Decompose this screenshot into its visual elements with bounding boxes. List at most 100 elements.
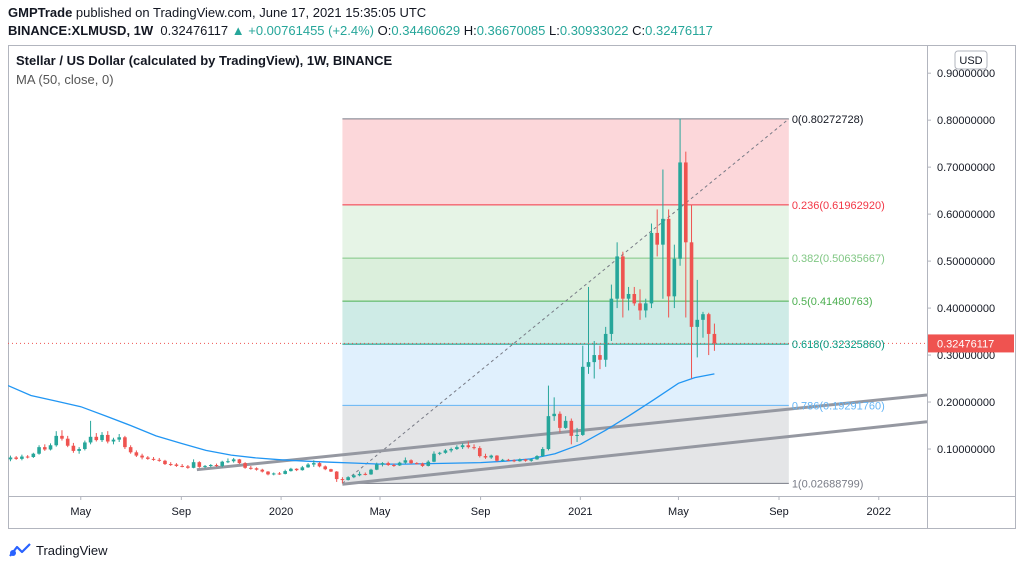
fib-level-label: 0.5(0.41480763): [792, 296, 873, 308]
candle-body: [472, 447, 476, 449]
candle-body: [449, 449, 453, 451]
time-tick-label: Sep: [172, 506, 192, 518]
candle-body: [128, 447, 133, 453]
candle: [386, 461, 390, 466]
candle: [363, 472, 368, 476]
candle: [208, 464, 213, 468]
symbol-line: BINANCE:XLMUSD, 1W 0.32476117 ▲ +0.00761…: [8, 23, 713, 38]
chart-frame: [8, 45, 1016, 529]
publisher-name[interactable]: GMPTrade: [8, 5, 73, 20]
candle: [294, 468, 299, 472]
candle: [54, 431, 59, 447]
candle-body: [254, 468, 259, 470]
candle: [638, 289, 642, 320]
candle: [243, 462, 247, 469]
tradingview-footer[interactable]: TradingView: [8, 540, 108, 560]
low-label: L:: [549, 23, 560, 38]
price-tick-label: 0.40000000: [937, 303, 995, 315]
candle-body: [289, 468, 293, 472]
candle-body: [695, 319, 700, 327]
candle: [626, 286, 631, 311]
candle: [615, 242, 619, 309]
candle: [100, 432, 104, 442]
candle-body: [638, 303, 642, 311]
candle: [260, 468, 265, 473]
price-chart[interactable]: 0(0.80272728) 0.236(0.61962920) 0.382(0.50…: [8, 45, 1016, 529]
candle: [523, 458, 528, 462]
candle-body: [220, 461, 225, 466]
time-tick-label: Sep: [769, 506, 789, 518]
candle-body: [123, 437, 127, 448]
candle-body: [684, 162, 688, 243]
candle: [346, 476, 350, 481]
price-tick-label: 0.50000000: [937, 256, 995, 268]
currency-button[interactable]: USD: [954, 50, 988, 70]
candle-body: [134, 452, 139, 456]
candle-body: [357, 473, 362, 476]
candle: [25, 455, 30, 459]
fib-trend-line: [342, 118, 790, 484]
candle: [380, 462, 385, 467]
high-label: H:: [463, 23, 477, 38]
plot-area: [8, 118, 927, 486]
candle-body: [168, 464, 173, 466]
candle-body: [214, 464, 219, 466]
candle: [168, 462, 173, 466]
candle-body: [260, 469, 265, 472]
candle-body: [558, 413, 562, 428]
trend-line: [342, 420, 927, 486]
candle-body: [243, 463, 247, 468]
candle: [323, 465, 328, 471]
candle: [535, 455, 539, 460]
candle: [666, 209, 671, 318]
ma-indicator-legend: MA (50, close, 0): [16, 72, 114, 87]
candle: [678, 118, 682, 266]
candle-body: [569, 420, 574, 436]
candle-body: [363, 473, 368, 475]
candle: [8, 455, 13, 462]
fib-level-label: 0.236(0.61962920): [792, 200, 885, 212]
price-tick-label: 0.60000000: [937, 209, 995, 221]
candle-body: [712, 333, 717, 344]
candle-body: [706, 314, 711, 334]
candle: [415, 462, 419, 465]
time-tick-label: Sep: [471, 506, 491, 518]
close-value: 0.32476117: [645, 23, 713, 38]
candle-body: [300, 467, 305, 471]
candle: [277, 472, 282, 475]
candle: [283, 469, 287, 475]
candle: [598, 345, 602, 370]
candle: [580, 345, 585, 436]
candle-body: [111, 439, 116, 442]
candle: [203, 464, 207, 469]
published-info: published on TradingView.com, June 17, 2…: [72, 5, 427, 20]
candle: [621, 251, 625, 318]
candle-body: [540, 449, 545, 457]
candle-body: [506, 459, 511, 461]
candle-body: [94, 436, 99, 441]
fib-zone: [342, 118, 789, 205]
candle: [220, 460, 225, 468]
price-tick-label: 0.90000000: [937, 68, 995, 80]
candle-body: [8, 457, 13, 460]
currency-button-box: [954, 50, 988, 70]
candle: [352, 474, 356, 479]
candle-body: [283, 471, 287, 474]
candle-body: [386, 463, 390, 465]
candle-body: [420, 463, 425, 466]
candle: [603, 326, 608, 367]
candle-body: [535, 456, 539, 460]
candle-body: [352, 475, 356, 478]
last-price-label: 0.32476117: [937, 338, 994, 350]
candle: [14, 456, 18, 460]
candle: [586, 286, 591, 374]
candle: [77, 447, 81, 454]
candle: [31, 452, 36, 458]
candle: [37, 445, 41, 455]
chart-container[interactable]: 0(0.80272728) 0.236(0.61962920) 0.382(0.50…: [8, 45, 1016, 529]
candle-body: [586, 362, 591, 367]
candle: [163, 459, 167, 465]
candle-body: [208, 464, 213, 466]
candle: [661, 169, 665, 299]
candle: [357, 471, 362, 477]
